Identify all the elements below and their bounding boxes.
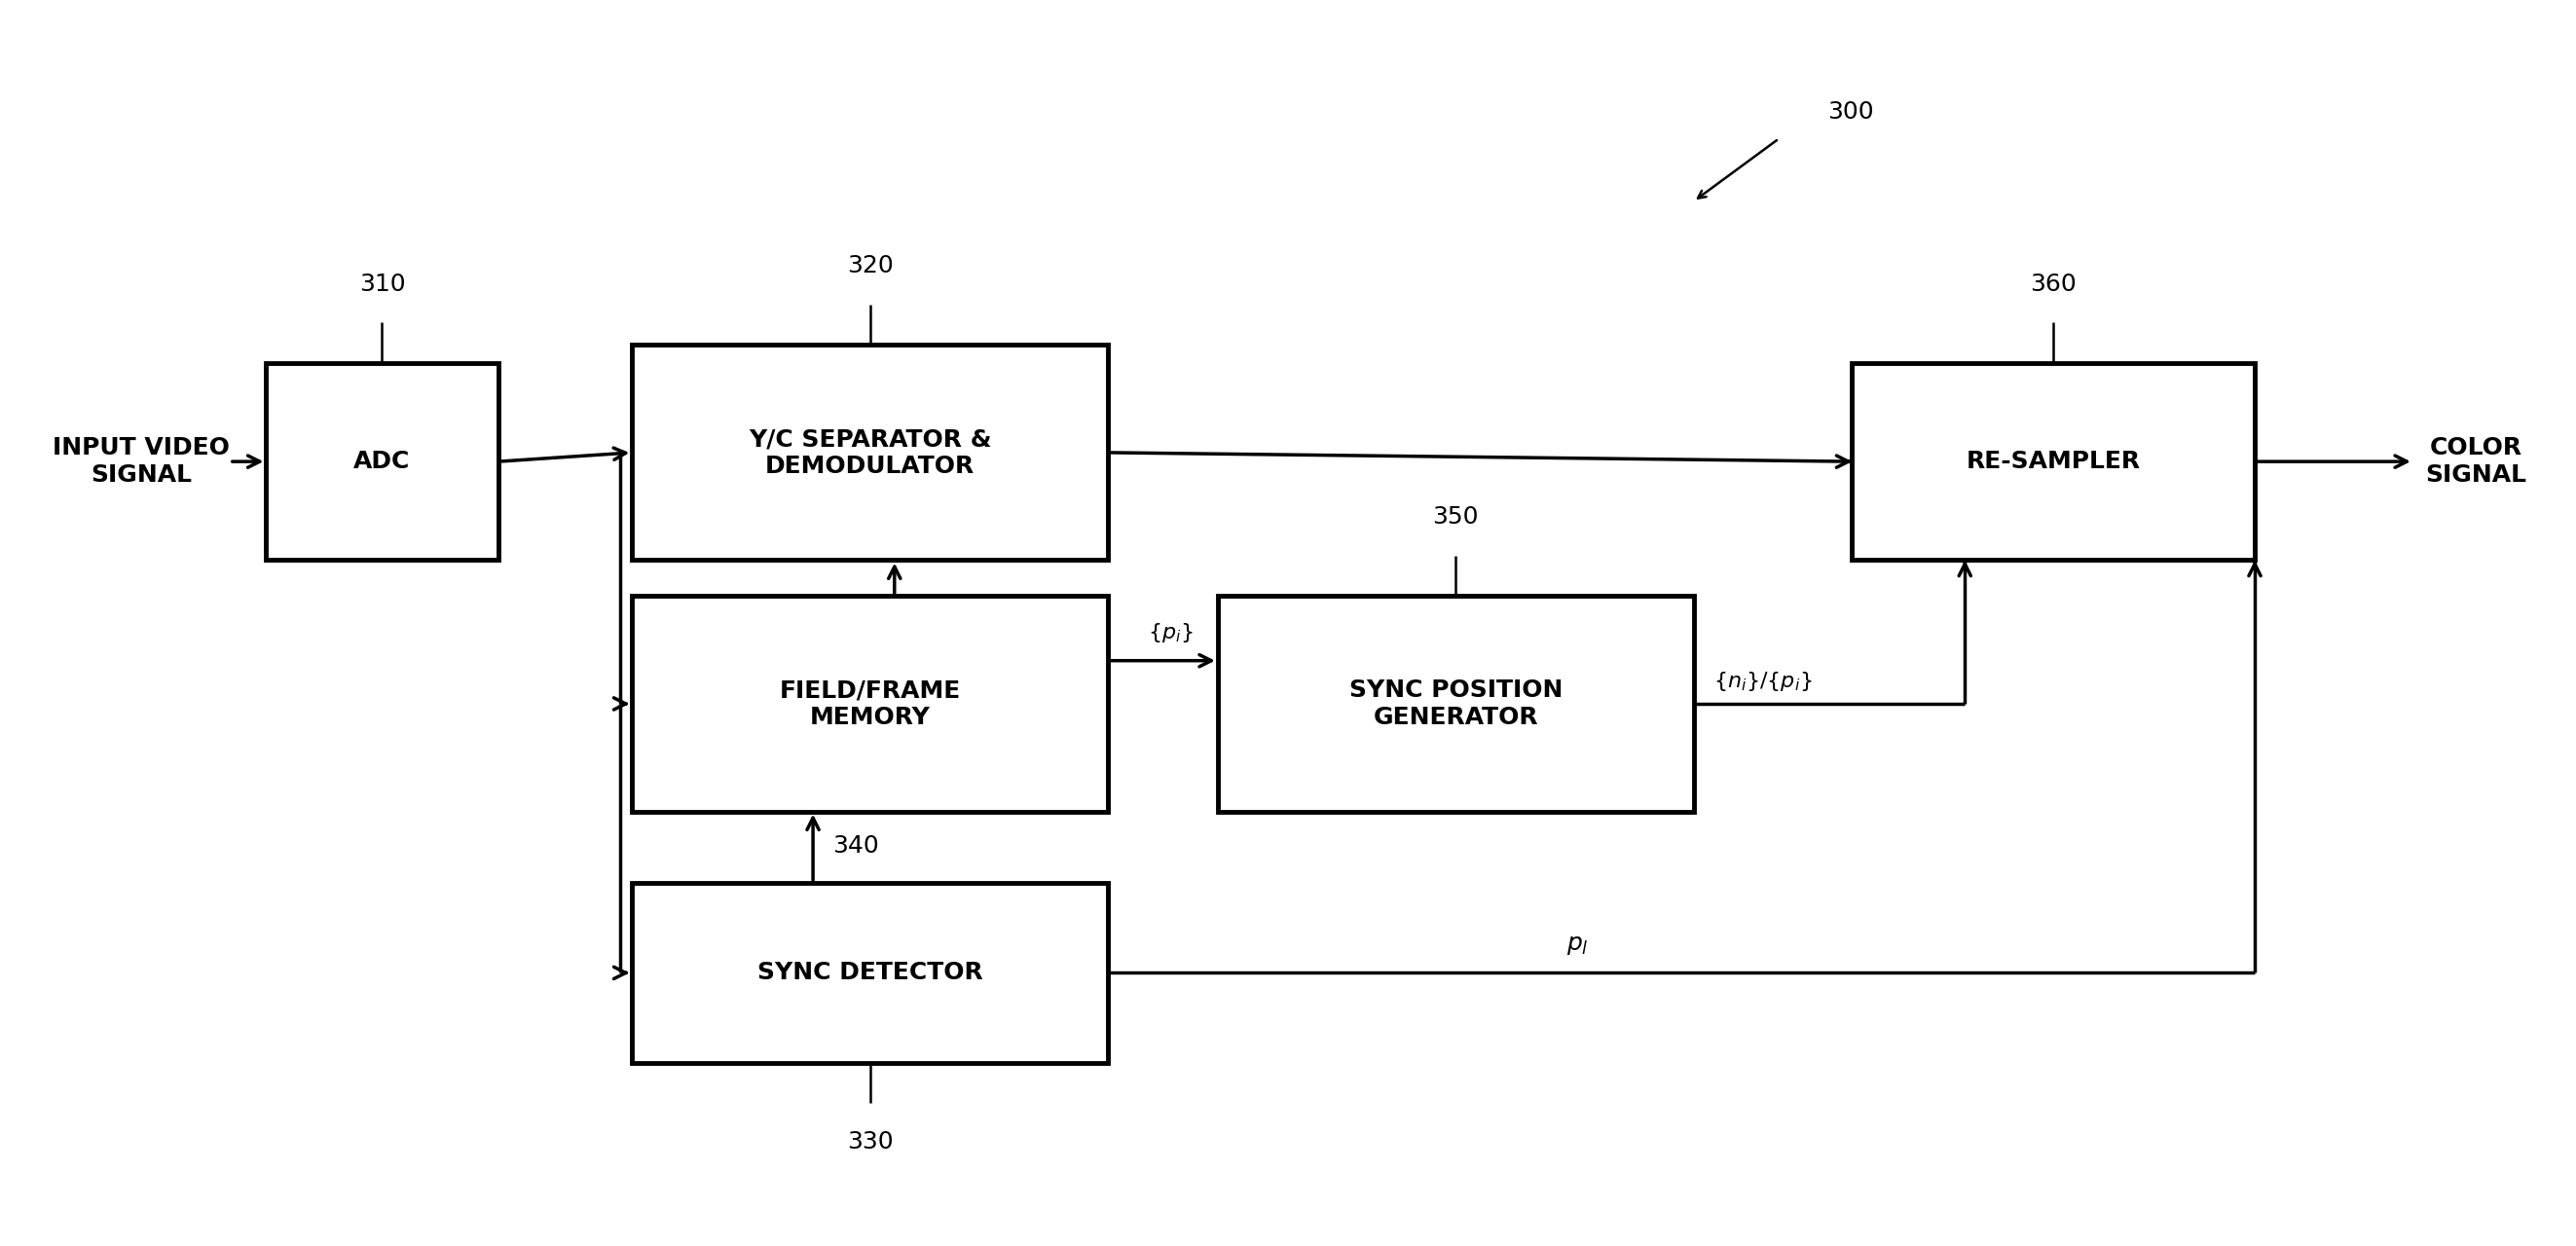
Text: 340: 340 (832, 834, 878, 857)
Bar (631, 883, 1108, 1063)
Text: 310: 310 (358, 272, 404, 295)
Text: 320: 320 (848, 254, 894, 278)
Text: Y/C SEPARATOR &
DEMODULATOR: Y/C SEPARATOR & DEMODULATOR (750, 427, 992, 477)
Text: ADC: ADC (353, 450, 410, 473)
Text: 330: 330 (848, 1130, 894, 1154)
Bar (631, 345, 1108, 561)
Bar (631, 596, 1108, 811)
Text: $\{p_i\}$: $\{p_i\}$ (1149, 622, 1193, 644)
Bar (265, 363, 497, 561)
Text: SYNC DETECTOR: SYNC DETECTOR (757, 961, 984, 984)
Text: COLOR
SIGNAL: COLOR SIGNAL (2427, 436, 2527, 487)
Bar (1852, 363, 2254, 561)
Text: 300: 300 (1829, 100, 1875, 123)
Text: 350: 350 (1432, 506, 1479, 528)
Bar (1218, 596, 1692, 811)
Text: $\{n_i\}/\{p_i\}$: $\{n_i\}/\{p_i\}$ (1713, 669, 1811, 693)
Text: RE-SAMPLER: RE-SAMPLER (1965, 450, 2141, 473)
Text: $p_l$: $p_l$ (1566, 933, 1589, 957)
Text: 360: 360 (2030, 272, 2076, 295)
Text: SYNC POSITION
GENERATOR: SYNC POSITION GENERATOR (1350, 679, 1564, 729)
Text: FIELD/FRAME
MEMORY: FIELD/FRAME MEMORY (781, 679, 961, 729)
Text: INPUT VIDEO
SIGNAL: INPUT VIDEO SIGNAL (52, 436, 229, 487)
